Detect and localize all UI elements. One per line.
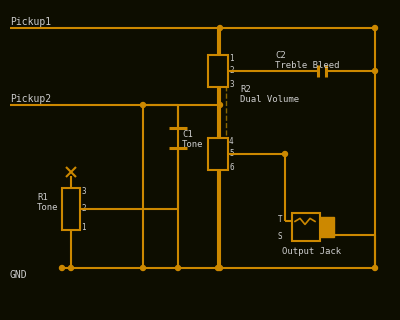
- Text: 1: 1: [229, 54, 234, 63]
- Text: Pickup1: Pickup1: [10, 17, 51, 27]
- Text: 5: 5: [229, 149, 234, 158]
- Text: R1
Tone: R1 Tone: [37, 193, 58, 212]
- Text: T: T: [278, 215, 283, 224]
- Circle shape: [372, 26, 378, 30]
- Circle shape: [216, 266, 220, 270]
- Text: 3: 3: [81, 187, 86, 196]
- Text: 1: 1: [81, 223, 86, 232]
- Circle shape: [282, 151, 288, 156]
- Text: GND: GND: [10, 270, 28, 280]
- Circle shape: [372, 68, 378, 74]
- Circle shape: [140, 102, 146, 108]
- Circle shape: [68, 266, 74, 270]
- Circle shape: [60, 266, 64, 270]
- Text: C2
Treble Bleed: C2 Treble Bleed: [275, 51, 340, 70]
- Circle shape: [140, 266, 146, 270]
- Circle shape: [218, 102, 222, 108]
- Bar: [62, 188, 80, 230]
- Text: 6: 6: [229, 163, 234, 172]
- Bar: [208, 138, 228, 170]
- Bar: [320, 217, 334, 237]
- Text: 3: 3: [229, 80, 234, 89]
- Text: 2: 2: [229, 66, 234, 75]
- Circle shape: [176, 266, 180, 270]
- Circle shape: [372, 266, 378, 270]
- Text: 2: 2: [81, 204, 86, 213]
- Text: C1
Tone: C1 Tone: [182, 130, 204, 149]
- Text: 4: 4: [229, 137, 234, 146]
- Bar: [208, 55, 228, 87]
- Circle shape: [218, 266, 222, 270]
- Circle shape: [218, 26, 222, 30]
- Text: Pickup2: Pickup2: [10, 94, 51, 104]
- Text: R2
Dual Volume: R2 Dual Volume: [240, 85, 299, 104]
- Text: S: S: [278, 232, 283, 241]
- Text: Output Jack: Output Jack: [282, 247, 341, 256]
- Bar: [292, 213, 320, 241]
